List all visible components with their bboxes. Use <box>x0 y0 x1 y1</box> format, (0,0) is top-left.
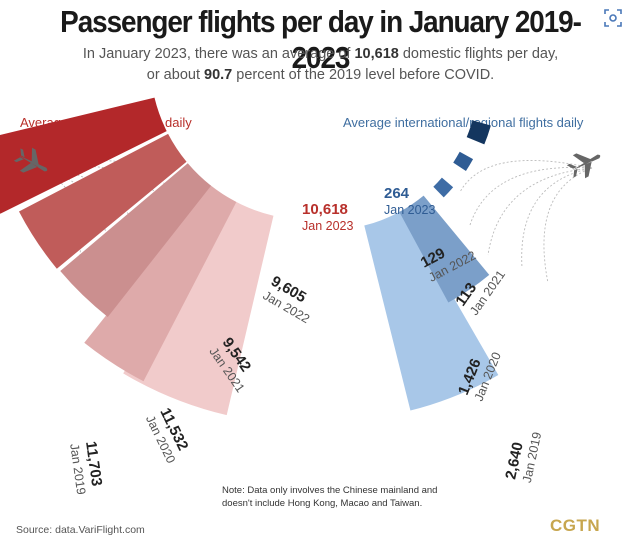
international-bar-jan-2019 <box>364 209 499 411</box>
domestic-year-label: Jan 2023 <box>302 219 353 233</box>
source-text: Source: data.VariFlight.com <box>16 524 145 536</box>
page-subtitle: In January 2023, there was an average of… <box>0 44 641 86</box>
flight-path-line <box>521 167 593 269</box>
lens-scan-icon[interactable] <box>603 8 623 28</box>
domestic-value-label: 11,703 <box>82 440 105 487</box>
domestic-bar-jan-2022 <box>18 133 187 269</box>
page-title: Passenger flights per day in January 201… <box>60 4 582 75</box>
international-value-label: 264 <box>384 185 410 202</box>
domestic-bar-jan-2021 <box>60 163 212 317</box>
flight-path-line <box>487 167 593 256</box>
international-chart-title: Average international/regional flights d… <box>343 115 584 130</box>
international-bar-jan-2022 <box>453 151 474 171</box>
international-bar-jan-2023 <box>466 120 491 145</box>
domestic-bars <box>0 97 274 416</box>
subtitle-highlight: 90.7 <box>204 67 233 83</box>
domestic-bar-jan-2020 <box>84 185 237 382</box>
plane-icons <box>13 147 601 179</box>
airplane-icon <box>566 153 601 179</box>
footnote-line: doesn't include Hong Kong, Macao and Tai… <box>222 498 423 509</box>
footnote-line: Note: Data only involves the Chinese mai… <box>222 485 438 496</box>
international-bar-jan-2020 <box>399 195 490 303</box>
domestic-bar-jan-2019 <box>123 197 274 416</box>
international-year-label: Jan 2023 <box>384 203 435 217</box>
subtitle-text: In January 2023, there was an average of <box>82 46 355 62</box>
brand-logo: CGTN <box>550 516 601 535</box>
domestic-bar-jan-2023 <box>0 97 167 214</box>
footnote: Note: Data only involves the Chinese mai… <box>222 484 452 510</box>
subtitle-highlight: 10,618 <box>354 46 399 62</box>
subtitle-text: or about <box>146 67 205 83</box>
domestic-value-label: 10,618 <box>302 201 348 218</box>
international-bar-jan-2021 <box>433 177 454 198</box>
subtitle-text: percent of the 2019 level before COVID. <box>232 67 495 83</box>
international-bars <box>364 120 499 411</box>
subtitle-text: domestic flights per day, <box>398 46 559 62</box>
airplane-icon <box>13 147 48 173</box>
